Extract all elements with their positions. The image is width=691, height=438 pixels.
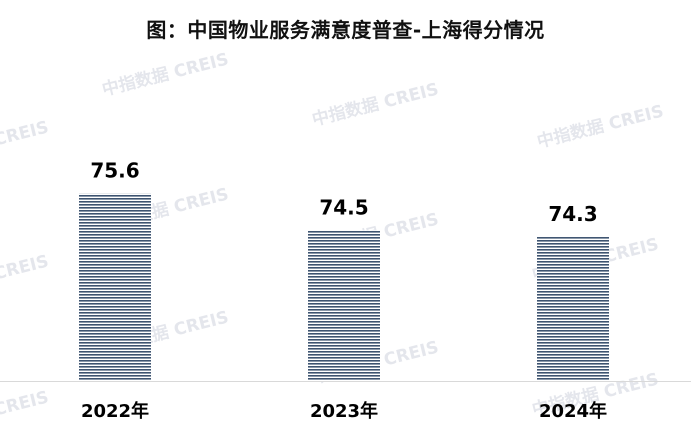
x-tick-label: 2023年 bbox=[310, 400, 378, 422]
bar-value-label: 74.3 bbox=[548, 202, 597, 226]
bars-group bbox=[79, 193, 609, 381]
bar bbox=[308, 230, 380, 381]
bar bbox=[537, 237, 609, 381]
value-labels-group: 75.6 74.5 74.3 bbox=[90, 158, 597, 226]
bar-value-label: 75.6 bbox=[90, 158, 139, 182]
bar bbox=[79, 193, 151, 381]
x-ticks-group: 2022年 2023年 2024年 bbox=[81, 400, 607, 422]
x-tick-label: 2024年 bbox=[539, 400, 607, 422]
bar-value-label: 74.5 bbox=[319, 195, 368, 219]
x-tick-label: 2022年 bbox=[81, 400, 149, 422]
chart-title: 图：中国物业服务满意度普查-上海得分情况 bbox=[146, 18, 545, 42]
